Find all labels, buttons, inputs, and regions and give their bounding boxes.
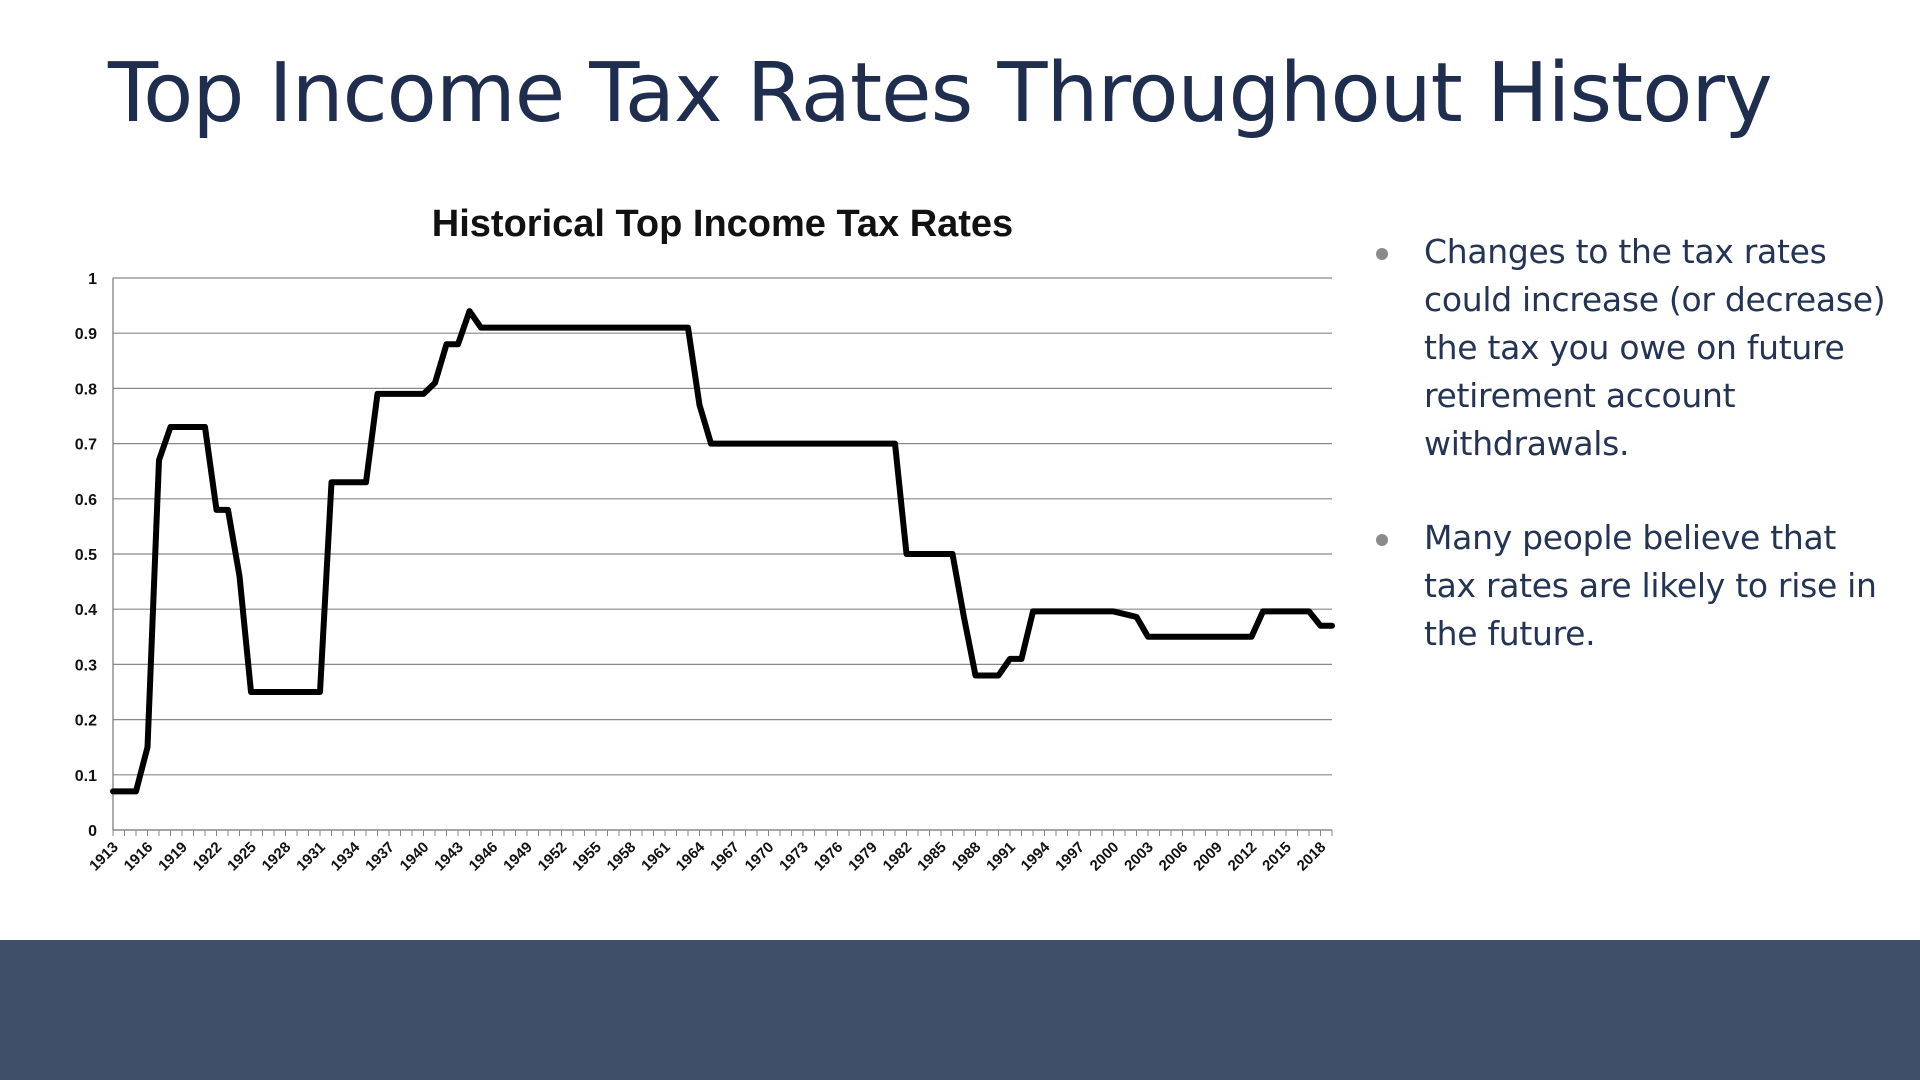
x-tick-label: 1931 [293, 839, 329, 875]
y-tick-label: 0.6 [75, 492, 97, 509]
bullet-text: Changes to the tax rates could increase … [1424, 232, 1886, 463]
bullet-item: Changes to the tax rates could increase … [1376, 228, 1896, 468]
x-tick-label: 1940 [397, 839, 433, 875]
x-tick-label: 1973 [776, 839, 812, 875]
y-tick-label: 0.5 [75, 547, 97, 564]
series-line-top-tax-rate [110, 308, 1335, 795]
bullet-list: Changes to the tax rates could increase … [1376, 228, 1896, 704]
x-tick-label: 1988 [949, 839, 985, 875]
x-tick-label: 1958 [604, 839, 640, 875]
x-tick-label: 1961 [638, 839, 674, 875]
x-tick-label: 2009 [1190, 839, 1226, 875]
x-tick-label: 1964 [673, 838, 709, 874]
line-chart: Historical Top Income Tax Rates 00.10.20… [75, 203, 1335, 874]
x-tick-label: 1949 [500, 839, 536, 875]
x-tick-label: 1991 [983, 839, 1019, 875]
x-tick-label: 1979 [845, 839, 881, 875]
x-tick-label: 1976 [811, 839, 847, 875]
bullet-dot-icon [1376, 248, 1388, 260]
chart-title: Historical Top Income Tax Rates [432, 203, 1013, 245]
y-tick-label: 0.7 [75, 437, 97, 454]
x-tick-label: 1982 [880, 839, 916, 875]
x-tick-label: 1913 [86, 839, 122, 875]
y-tick-label: 0 [88, 823, 97, 840]
y-tick-label: 0.3 [75, 657, 97, 674]
footer-band [0, 940, 1920, 1080]
y-tick-label: 0.9 [75, 326, 97, 343]
x-tick-label: 2000 [1087, 839, 1123, 875]
x-tick-label: 1916 [121, 839, 157, 875]
x-tick-label: 1937 [362, 839, 398, 875]
x-tick-label: 1994 [1018, 838, 1054, 874]
y-axis-tick-labels: 0 0.1 0.2 0.3 0.4 0.5 0.6 0.7 0.8 0.9 1 [75, 271, 97, 840]
x-tick-label: 2006 [1156, 839, 1192, 875]
axes [112, 278, 1333, 836]
x-tick-label: 1985 [914, 839, 950, 875]
slide-title: Top Income Tax Rates Throughout History [108, 46, 1773, 141]
x-tick-label: 2018 [1294, 839, 1330, 875]
x-tick-label: 1952 [535, 839, 571, 875]
x-tick-label: 1997 [1052, 839, 1088, 875]
x-tick-label: 1955 [569, 839, 605, 875]
x-tick-label: 2003 [1121, 839, 1157, 875]
y-tick-label: 1 [88, 271, 97, 288]
x-tick-label: 1925 [224, 839, 260, 875]
y-tick-label: 0.8 [75, 381, 97, 398]
x-tick-label: 1919 [155, 839, 191, 875]
x-tick-label: 1928 [259, 839, 295, 875]
x-tick-label: 1967 [707, 839, 743, 875]
y-tick-label: 0.1 [75, 768, 97, 785]
series-layer [110, 308, 1335, 795]
x-tick-label: 2015 [1259, 839, 1295, 875]
x-axis-tick-labels: 1913191619191922192519281931193419371940… [86, 838, 1329, 874]
x-tick-label: 1946 [466, 839, 502, 875]
x-tick-label: 1934 [328, 838, 364, 874]
x-tick-label: 2012 [1225, 839, 1261, 875]
x-tick-label: 1922 [190, 839, 226, 875]
x-tick-label: 1943 [431, 839, 467, 875]
bullet-item: Many people believe that tax rates are l… [1376, 514, 1896, 658]
y-tick-label: 0.4 [75, 602, 97, 619]
bullet-dot-icon [1376, 534, 1388, 546]
x-tick-label: 1970 [742, 839, 778, 875]
gridlines [113, 277, 1332, 776]
y-tick-label: 0.2 [75, 713, 97, 730]
bullet-text: Many people believe that tax rates are l… [1424, 518, 1877, 653]
